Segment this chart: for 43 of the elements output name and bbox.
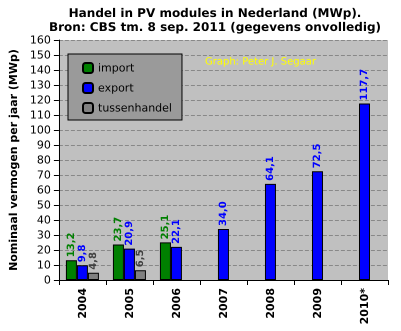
data-label: 72,5	[312, 144, 323, 168]
annotation: Graph: Peter J. Segaar	[205, 56, 317, 68]
data-label: 9,8	[76, 244, 88, 262]
y-tick-label: 0	[44, 274, 51, 286]
data-label: 6,5	[134, 249, 146, 268]
x-tick-label: 2006	[170, 288, 183, 319]
x-tick-label: 2009	[310, 288, 324, 319]
x-tick-label: 2008	[264, 288, 277, 319]
legend-label: tussenhandel	[98, 102, 172, 114]
y-axis-title: Nominaal vermogen per jaar (MWp)	[7, 49, 20, 271]
y-tick-label: 50	[36, 198, 51, 212]
data-label: 22,1	[170, 219, 182, 244]
y-tick-label: 80	[36, 154, 51, 166]
legend-label: export	[98, 82, 134, 94]
data-label: 117,7	[358, 68, 370, 100]
y-tick-label: 30	[36, 228, 51, 242]
data-label: 25,1	[160, 214, 171, 240]
y-tick-label: 40	[36, 214, 51, 226]
y-tick-label: 160	[30, 34, 51, 46]
data-label: 23,7	[112, 216, 124, 242]
x-tick-label: 2007	[216, 288, 230, 319]
x-tick-label: 2010*	[358, 288, 371, 324]
data-label: 34,0	[218, 201, 229, 226]
y-tick-label: 10	[36, 258, 51, 272]
data-label: 20,9	[124, 220, 135, 246]
data-label: 13,2	[66, 232, 77, 258]
y-tick-label: 60	[36, 184, 51, 196]
legend-label: import	[98, 62, 136, 74]
data-label: 64,1	[264, 156, 276, 181]
y-tick-label: 100	[30, 124, 51, 136]
data-label: 4,8	[88, 252, 99, 270]
y-tick-label: 90	[36, 138, 51, 152]
y-tick-label: 20	[36, 244, 51, 256]
y-tick-label: 150	[30, 48, 51, 62]
y-tick-label: 110	[30, 108, 51, 122]
chart-title: Handel in PV modules in Nederland (MWp).	[68, 6, 362, 20]
chart-subtitle: Bron: CBS tm. 8 sep. 2011 (gegevens onvolledig)	[48, 20, 382, 34]
x-tick-label: 2004	[76, 288, 89, 319]
y-tick-label: 140	[30, 64, 51, 76]
x-tick-label: 2005	[122, 288, 136, 319]
y-tick-label: 120	[30, 94, 51, 106]
y-tick-label: 70	[36, 168, 51, 182]
y-tick-label: 130	[30, 78, 51, 92]
